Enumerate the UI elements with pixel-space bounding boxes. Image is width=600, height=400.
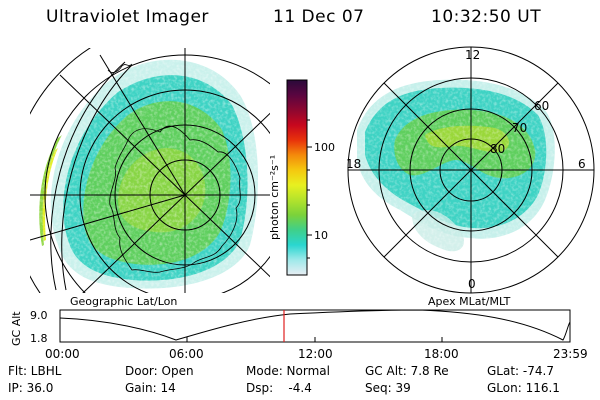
time-label: 10:32:50 UT [431,7,542,27]
mlt-label-0: 0 [468,277,476,291]
x-tick-0000: 00:00 [45,347,80,361]
glon-info: GLon: 116.1 [487,381,560,395]
x-tick-1200: 12:00 [298,347,333,361]
colorbar-unit-label: photon cm⁻²s⁻¹ [268,155,281,240]
geographic-map [30,48,270,293]
colorbar-ticks [307,119,312,259]
y-tick-1-8: 1.8 [30,332,48,345]
colorbar-tick-10: 10 [314,229,328,242]
gc-alt-trace [59,309,571,341]
dsp-info: Dsp: -4.4 [246,381,312,395]
apex-panel-label: Apex MLat/MLT [428,295,511,308]
mlat-label-70: 70 [512,121,527,135]
filter-info: Flt: LBHL [8,364,62,378]
antarctica-coastline [109,125,241,273]
mlt-label-12: 12 [465,48,480,62]
mlat-label-80: 80 [490,142,505,156]
mlt-label-6: 6 [578,157,586,171]
mlt-label-18: 18 [346,157,361,171]
apex-mlt-lines [348,47,594,293]
timeline-frame [59,309,571,343]
x-tick-0600: 06:00 [169,347,204,361]
gc-alt-axis-label: GC Alt [10,311,23,346]
date-label: 11 Dec 07 [273,7,365,27]
seq-info: Seq: 39 [365,381,411,395]
door-info: Door: Open [125,364,194,378]
gc-alt-info: GC Alt: 7.8 Re [365,364,449,378]
colorbar-tick-100: 100 [314,141,335,154]
geo-limb-arcs [50,61,133,291]
x-tick-1800: 18:00 [424,347,459,361]
ip-info: IP: 36.0 [8,381,54,395]
colorbar [286,79,308,276]
instrument-title: Ultraviolet Imager [46,7,209,27]
apex-map [347,46,595,294]
mode-info: Mode: Normal [246,364,330,378]
south-america-tip [107,63,133,73]
y-tick-9: 9.0 [30,309,48,322]
gain-info: Gain: 14 [125,381,176,395]
mlat-label-60: 60 [534,99,549,113]
geo-longitude-lines [30,48,270,293]
timeline-x-ticks [59,337,571,342]
glat-info: GLat: -74.7 [487,364,554,378]
geo-panel-label: Geographic Lat/Lon [70,295,177,308]
x-tick-2359: 23:59 [553,347,588,361]
